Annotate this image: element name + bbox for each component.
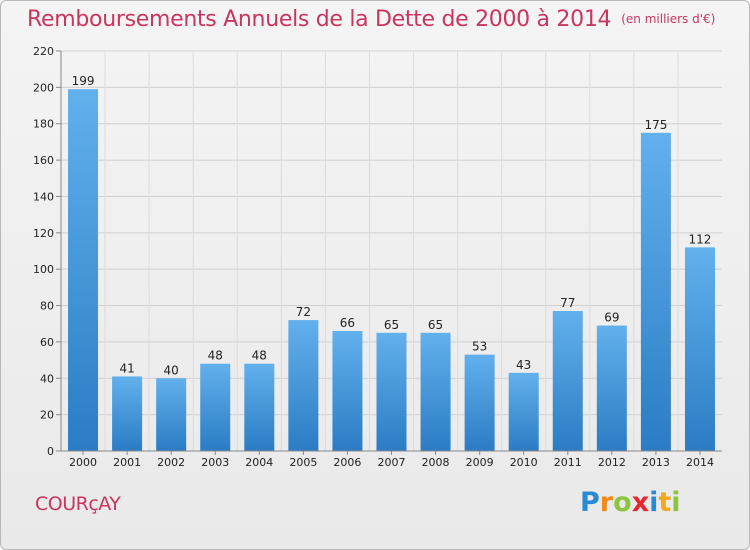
logo-letter: r [599,487,614,518]
bar-value-label: 66 [340,316,355,330]
x-tick-label: 2013 [642,456,670,469]
y-tick-label: 200 [33,81,54,94]
bar-value-label: 69 [604,311,619,325]
x-tick-label: 2008 [422,456,450,469]
y-tick-label: 180 [33,118,54,131]
x-tick-label: 2009 [466,456,494,469]
x-tick-label: 2011 [554,456,582,469]
bar-2007 [376,332,407,451]
logo-letter: i [649,487,659,518]
bar-value-label: 48 [208,349,223,363]
logo-letter: x [631,487,650,518]
bar-value-label: 112 [689,232,712,246]
bar-2008 [420,332,451,451]
bar-value-label: 41 [119,361,134,375]
bar-2012 [596,325,627,451]
x-tick-label: 2014 [686,456,714,469]
bar-2004 [244,363,275,451]
bar-2010 [508,372,539,451]
bar-value-label: 199 [72,74,95,88]
y-tick-label: 0 [47,445,54,458]
bar-value-label: 40 [164,363,179,377]
bar-2000 [68,89,99,451]
x-tick-label: 2000 [69,456,97,469]
y-tick-label: 60 [40,336,54,349]
logo-letter: t [658,487,672,518]
logo-letter: i [671,487,681,518]
y-tick-label: 80 [40,300,54,313]
bars: 199 41 40 48 48 72 66 65 65 53 43 77 69 175 112 [68,74,715,451]
x-tick-label: 2010 [510,456,538,469]
x-tick-label: 2007 [378,456,406,469]
bar-2006 [332,331,363,451]
y-tick-label: 100 [33,263,54,276]
bar-value-label: 43 [516,358,531,372]
y-tick-label: 160 [33,154,54,167]
y-tick-label: 20 [40,409,54,422]
bar-value-label: 65 [428,318,443,332]
x-tick-label: 2003 [201,456,229,469]
logo-letter: P [580,487,600,518]
x-tick-label: 2001 [113,456,141,469]
axes: 0 20 40 60 80 100 120 140 160 180 200 220 2000 2001 20… [33,45,722,469]
bar-value-label: 72 [296,305,311,319]
logo-letter: o [613,487,632,518]
bar-value-label: 53 [472,340,487,354]
y-tick-label: 220 [33,45,54,58]
x-tick-label: 2006 [333,456,361,469]
bar-2013 [640,132,671,451]
bar-2014 [684,247,715,451]
x-tick-label: 2002 [157,456,185,469]
bar-2003 [200,363,231,451]
x-tick-label: 2004 [245,456,273,469]
chart-unit: (en milliers d'€) [621,12,716,26]
x-tick-label: 2005 [289,456,317,469]
bar-2001 [112,376,143,451]
y-tick-label: 140 [33,190,54,203]
bar-value-label: 77 [560,296,575,310]
bar-value-label: 175 [644,118,667,132]
bar-2005 [288,320,319,451]
chart-title-text: Remboursements Annuels de la Dette de 20… [27,7,612,32]
bar-2009 [464,354,495,451]
y-tick-label: 40 [40,372,54,385]
bar-value-label: 65 [384,318,399,332]
proxiti-logo: Proxiti [580,487,681,518]
bar-2011 [552,311,583,451]
x-tick-label: 2012 [598,456,626,469]
y-tick-label: 120 [33,227,54,240]
chart-title: Remboursements Annuels de la Dette de 20… [27,7,715,32]
bar-2002 [156,378,187,451]
bar-value-label: 48 [252,349,267,363]
commune-name: COURçAY [35,493,121,515]
